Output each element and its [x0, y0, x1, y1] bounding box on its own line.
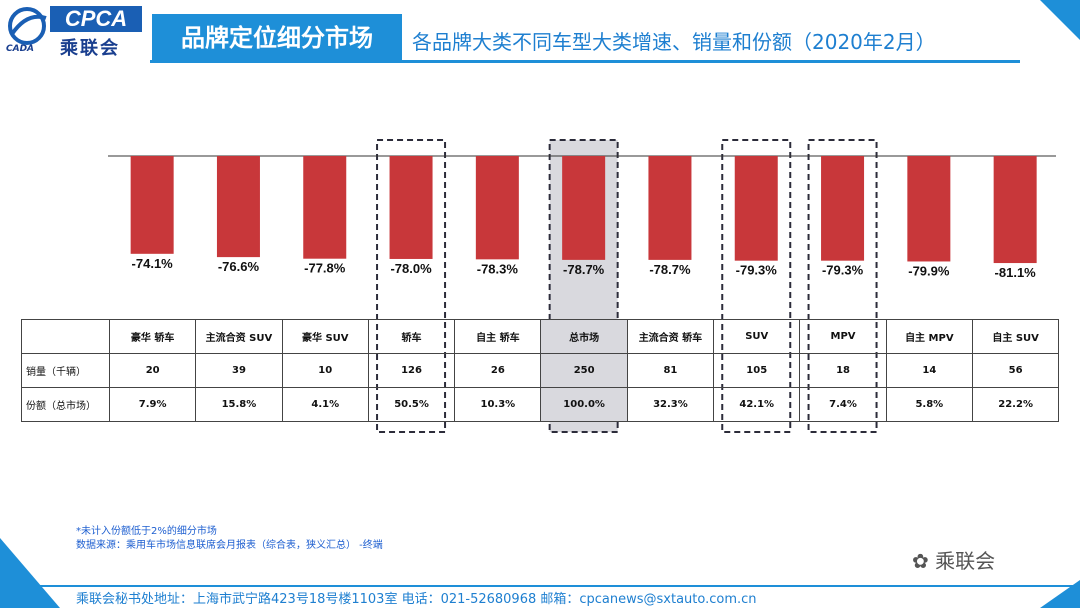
- logo-sub-text: CADA: [6, 44, 35, 54]
- table-cell: 22.2%: [971, 387, 1060, 422]
- table-row: 份额（总市场） 7.9% 15.8% 4.1% 50.5% 10.3% 100.0% 32.…: [21, 387, 1060, 422]
- corner-decoration-icon: [0, 538, 60, 608]
- table-cell: 250: [540, 353, 628, 388]
- table-cell: 105: [713, 353, 801, 388]
- category-header-cell: 主流合资 轿车: [626, 319, 715, 354]
- table-cell: 42.1%: [713, 387, 801, 422]
- bar: [389, 156, 433, 259]
- table-cell: 7.4%: [799, 387, 887, 422]
- table-cell: 50.5%: [367, 387, 456, 422]
- category-header-cell: 自主 SUV: [971, 319, 1060, 354]
- bar-value-label: -78.0%: [390, 261, 432, 276]
- bar: [216, 156, 260, 258]
- chart-subtitle: 各品牌大类不同车型大类增速、销量和份额（2020年2月）: [412, 30, 936, 54]
- category-header-cell: 总市场: [540, 319, 628, 354]
- footnote-line-2: 数据来源：乘用车市场信息联席会月报表（综合表，狭义汇总） -终端: [76, 540, 383, 551]
- bar: [734, 156, 778, 261]
- corner-decoration-icon: [1040, 0, 1080, 40]
- bar-value-label: -79.9%: [908, 263, 950, 278]
- row-label-share: 份额（总市场）: [21, 387, 110, 422]
- table-cell: 126: [367, 353, 456, 388]
- footer-divider: [0, 585, 1080, 587]
- footnote: *未计入份额低于2%的细分市场 数据来源：乘用车市场信息联席会月报表（综合表，狭…: [76, 525, 383, 553]
- category-header-cell: 自主 轿车: [454, 319, 542, 354]
- bar-value-label: -76.6%: [218, 259, 260, 274]
- table-cell: 81: [626, 353, 715, 388]
- bar-value-label: -78.7%: [563, 262, 605, 277]
- bar: [993, 156, 1037, 264]
- highlight-frame: [376, 139, 447, 433]
- table-cell: 32.3%: [626, 387, 715, 422]
- table-cell: 26: [454, 353, 542, 388]
- bar: [303, 156, 347, 259]
- highlight-frame: [721, 139, 792, 433]
- wechat-icon: ✿: [912, 549, 929, 573]
- table-corner-cell: [21, 319, 110, 354]
- bar-value-label: -74.1%: [132, 256, 174, 271]
- category-header-cell: 轿车: [367, 319, 456, 354]
- bar: [648, 156, 692, 260]
- bar: [130, 156, 174, 254]
- bar: [821, 156, 865, 261]
- table-cell: 5.8%: [885, 387, 973, 422]
- category-header-cell: MPV: [799, 319, 887, 354]
- bar-value-label: -79.3%: [822, 263, 864, 278]
- highlight-frame: [807, 139, 878, 433]
- table-cell: 39: [195, 353, 283, 388]
- category-header-cell: 主流合资 SUV: [195, 319, 283, 354]
- table-row: 销量（千辆） 20 39 10 126 26 250 81 105 18 14 56: [21, 353, 1060, 388]
- wechat-watermark: ✿ 乘联会: [912, 545, 995, 574]
- table-header-row: 豪华 轿车 主流合资 SUV 豪华 SUV 轿车 自主 轿车 总市场 主流合资 轿车 SUV M…: [21, 319, 1060, 354]
- table-cell: 14: [885, 353, 973, 388]
- bar: [475, 156, 519, 260]
- logo-cn-text: 乘联会: [60, 38, 120, 59]
- table-cell: 56: [971, 353, 1060, 388]
- table-cell: 7.9%: [108, 387, 197, 422]
- bar-value-label: -78.7%: [649, 262, 691, 277]
- bar: [907, 156, 951, 262]
- table-cell: 10.3%: [454, 387, 542, 422]
- footer-address: 乘联会秘书处地址：上海市武宁路423号18号楼1103室 电话：021-5268…: [76, 592, 757, 607]
- category-header-cell: 豪华 SUV: [281, 319, 369, 354]
- bar-value-label: -81.1%: [995, 265, 1037, 280]
- bar-value-label: -79.3%: [736, 263, 778, 278]
- table-cell: 15.8%: [195, 387, 283, 422]
- table-cell: 20: [108, 353, 197, 388]
- data-table: 豪华 轿车 主流合资 SUV 豪华 SUV 轿车 自主 轿车 总市场 主流合资 轿车 SUV M…: [21, 319, 1060, 422]
- category-header-cell: SUV: [713, 319, 801, 354]
- table-cell: 4.1%: [281, 387, 369, 422]
- logo-cpca-text: CPCA: [50, 6, 142, 32]
- corner-decoration-icon: [1040, 580, 1080, 608]
- category-header-cell: 自主 MPV: [885, 319, 973, 354]
- cpca-emblem-icon: [8, 7, 47, 45]
- header: CPCA 乘联会 CADA 品牌定位细分市场 各品牌大类不同车型大类增速、销量和…: [0, 0, 1080, 68]
- cpca-logo: CPCA 乘联会 CADA: [0, 0, 150, 62]
- table-cell: 18: [799, 353, 887, 388]
- category-header-cell: 豪华 轿车: [108, 319, 197, 354]
- bar-value-label: -77.8%: [304, 261, 346, 276]
- watermark-text: 乘联会: [935, 549, 996, 573]
- bar-value-label: -78.3%: [477, 261, 519, 276]
- header-divider: [150, 60, 1020, 63]
- table-cell: 100.0%: [540, 387, 628, 422]
- row-label-sales: 销量（千辆）: [21, 353, 110, 388]
- section-title: 品牌定位细分市场: [152, 14, 402, 62]
- footnote-line-1: *未计入份额低于2%的细分市场: [76, 526, 217, 537]
- table-cell: 10: [281, 353, 369, 388]
- bar: [562, 156, 606, 260]
